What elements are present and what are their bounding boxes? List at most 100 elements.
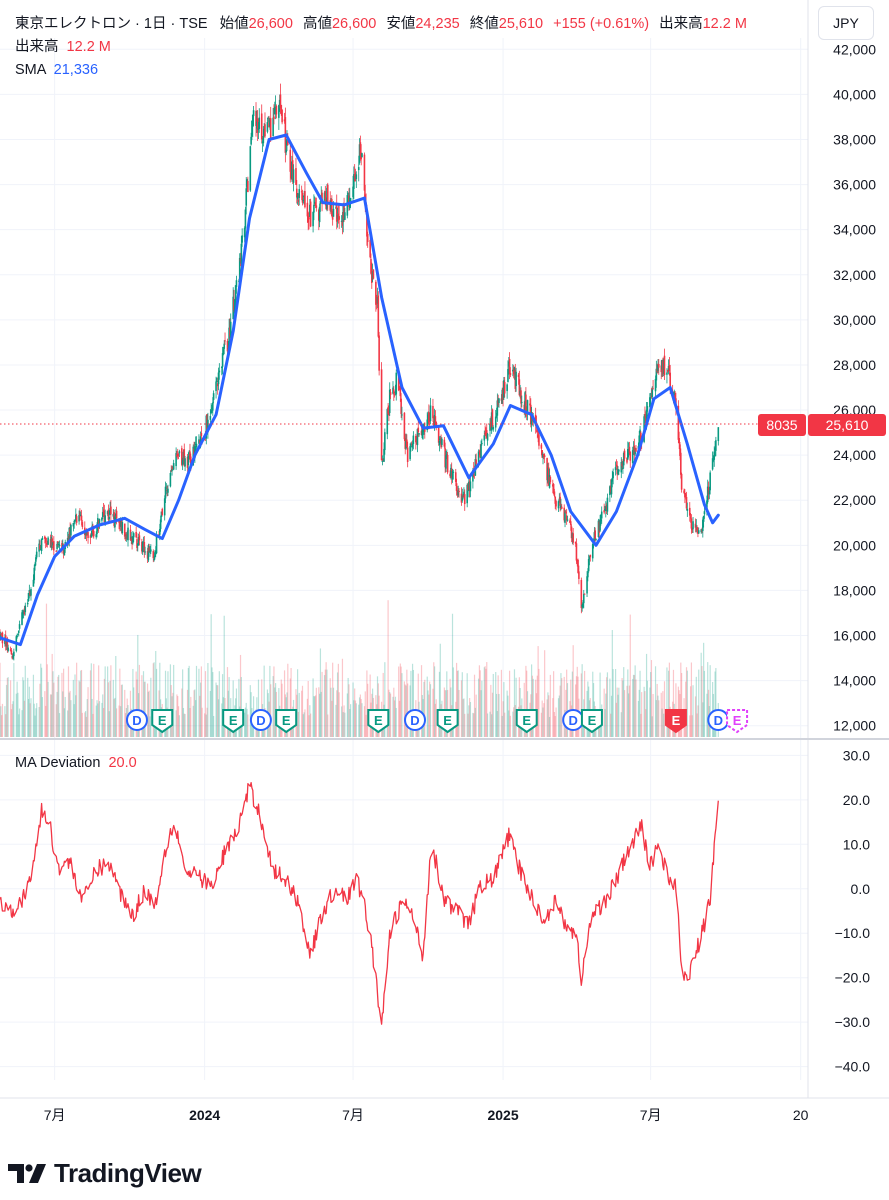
volume-bar [301,690,303,737]
candle-body [615,464,618,466]
candle-body [161,508,164,515]
candle-body [167,488,169,493]
earnings-marker[interactable]: E [580,709,603,734]
candle-body [451,471,454,480]
volume-bar [707,662,709,737]
volume-bar [566,669,568,737]
volume-bar [273,666,275,737]
price-tick-label: 30,000 [833,312,876,328]
candle-body [39,549,42,551]
dividend-marker[interactable]: D [707,709,730,731]
dividend-marker[interactable]: D [125,709,148,731]
volume-bar [609,678,611,737]
tradingview-logo[interactable]: TradingView [8,1158,202,1188]
candle-body [415,439,418,445]
candle-body [388,389,391,414]
candle-body [600,511,603,519]
indicator-legend[interactable]: MA Deviation 20.0 [15,754,137,772]
volume-bar [177,696,179,737]
volume-bar [270,684,272,737]
candle-body [432,405,434,419]
candle-body [166,489,168,491]
candle-body [141,541,144,553]
earnings-marker[interactable]: E [367,709,390,734]
dividend-marker[interactable]: D [562,709,585,731]
dividend-marker[interactable]: D [404,709,427,731]
candle-body [355,174,358,180]
volume-bar [555,707,557,737]
dividend-icon [404,709,427,731]
deviation-tick-label: 10.0 [843,836,870,852]
candle-body [666,372,668,375]
volume-bar [433,662,435,737]
candle-body [73,521,75,523]
candle-body [17,630,20,633]
volume-bar [548,695,550,737]
volume-bar [538,668,540,737]
candle-body [298,189,301,198]
volume-bar [57,676,59,737]
volume-bar [313,696,315,737]
volume-bar [280,679,282,737]
candle-body [420,430,423,435]
earnings-marker[interactable]: E [436,709,459,734]
candle-body [194,444,197,446]
candle-body [326,184,329,205]
earnings-icon [275,709,298,734]
candle-body [233,298,235,311]
volume-bar [189,708,191,737]
volume-bar [135,671,137,737]
candle-body [683,490,685,493]
volume-bar [506,690,508,737]
volume-bar [640,713,642,737]
volume-bar [6,677,8,737]
volume-bar [45,603,48,737]
candle-body [172,463,175,470]
candle-body [35,557,37,562]
earnings-marker[interactable]: E [664,709,687,734]
volume-bar [249,685,251,737]
dividend-icon [249,709,272,731]
volume-bar [392,696,394,737]
volume-bar [358,704,360,737]
earnings-marker[interactable]: E [151,709,174,734]
candle-body [313,204,315,213]
volume-bar [107,682,110,737]
candle-body [329,200,332,211]
candle-body [469,481,472,492]
symbol-title[interactable]: 東京エレクトロン · 1日 · TSE [15,16,208,32]
candle-body [541,450,543,458]
candle-body [587,558,590,572]
volume-bar [204,713,206,737]
candle-body [229,327,231,337]
volume-bar [405,685,407,737]
candle-body [714,448,716,451]
candle-body [581,604,583,607]
earnings-marker[interactable]: E [275,709,298,734]
price-tick-label: 12,000 [833,718,876,734]
currency-button[interactable]: JPY [818,6,874,40]
earnings-marker[interactable]: E [726,709,749,734]
event-marker-letter: E [282,713,291,728]
candle-body [410,446,412,448]
volume-bar [628,685,631,737]
volume-bar [47,681,49,737]
candle-body [497,399,499,405]
volume-bar [463,698,465,737]
candle-body [175,453,177,467]
price-tick-label: 18,000 [833,582,876,598]
candle-body [627,448,630,451]
volume-bar [645,709,647,737]
dividend-marker[interactable]: D [249,709,272,731]
candle-body [30,588,32,596]
legend-row-volume[interactable]: 出来高 12.2 M [15,38,111,56]
earnings-marker[interactable]: E [515,709,538,734]
earnings-marker[interactable]: E [222,709,245,734]
candle-body [275,106,278,115]
candle-body [159,519,162,530]
candle-body [130,536,133,539]
volume-bar [423,681,425,737]
legend-row-sma[interactable]: SMA 21,336 [15,61,98,79]
